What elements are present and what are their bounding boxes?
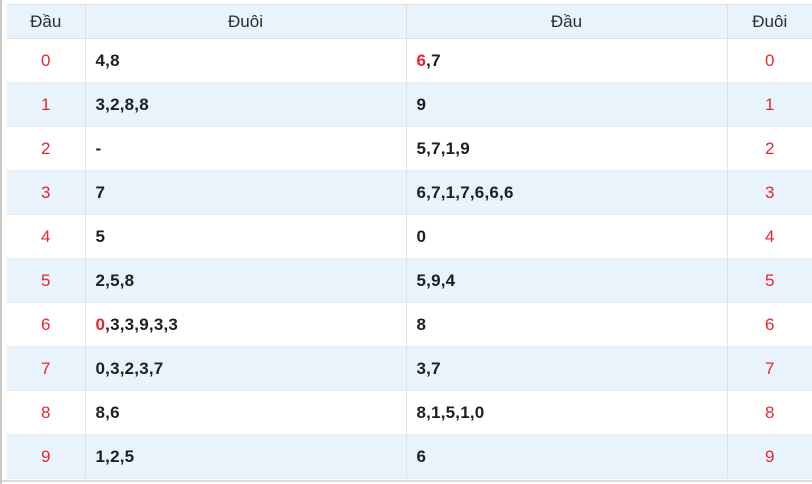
head-digit: 9 — [7, 434, 86, 479]
table-row: 3 7 6,7,1,7,6,6,6 3 — [7, 170, 812, 215]
highlighted-digit: 6 — [416, 50, 427, 70]
page-left-edge — [0, 0, 2, 484]
table-body: 0 4,8 6,7 0 1 3,2,8,8 9 1 2-5,7,1,9 2 3 7 6,7,1,7,6,… — [7, 38, 812, 479]
bottom-divider — [2, 480, 812, 482]
right-head-values: 9 — [406, 82, 728, 127]
tail-digit: 8 — [727, 390, 812, 435]
right-head-values: 6 — [406, 434, 728, 479]
left-tail-values: 0,3,2,3,7 — [85, 346, 407, 391]
value-text: ,7 — [426, 50, 441, 70]
left-tail-values: 3,2,8,8 — [85, 82, 407, 127]
table-row: 1 3,2,8,8 9 1 — [7, 82, 812, 127]
head-digit: 6 — [7, 302, 86, 347]
left-tail-values: 4,8 — [85, 38, 407, 83]
value-text: 5,7,1,9 — [416, 138, 470, 158]
tail-digit: 4 — [727, 214, 812, 259]
header-tail-left: Đuôi — [85, 4, 407, 39]
right-head-values: 8,1,5,1,0 — [406, 390, 728, 435]
value-text: 6,7,1,7,6,6,6 — [416, 182, 514, 202]
value-text: 8,1,5,1,0 — [416, 402, 485, 422]
left-tail-values: 8,6 — [85, 390, 407, 435]
head-digit: 2 — [7, 126, 86, 171]
left-tail-values: - — [85, 126, 407, 171]
left-tail-values: 2,5,8 — [85, 258, 407, 303]
header-tail-right: Đuôi — [727, 4, 812, 39]
value-text: 0,3,2,3,7 — [95, 358, 164, 378]
value-text: 6 — [416, 446, 427, 466]
left-tail-values: 0,3,3,9,3,3 — [85, 302, 407, 347]
value-text: 4,8 — [95, 50, 120, 70]
value-text: 1,2,5 — [95, 446, 135, 466]
tail-digit: 5 — [727, 258, 812, 303]
value-text: 3,2,8,8 — [95, 94, 149, 114]
head-digit: 1 — [7, 82, 86, 127]
value-text: 8,6 — [95, 402, 120, 422]
value-text: - — [95, 138, 102, 158]
tail-digit: 3 — [727, 170, 812, 215]
right-head-values: 6,7,1,7,6,6,6 — [406, 170, 728, 215]
head-digit: 8 — [7, 390, 86, 435]
header-row: Đầu Đuôi Đầu Đuôi — [7, 4, 812, 39]
value-text: 0 — [416, 226, 427, 246]
table-row: 9 1,2,5 6 9 — [7, 434, 812, 479]
tail-digit: 1 — [727, 82, 812, 127]
table-row: 2-5,7,1,9 2 — [7, 126, 812, 171]
table-row: 5 2,5,8 5,9,4 5 — [7, 258, 812, 303]
tail-digit: 7 — [727, 346, 812, 391]
head-digit: 3 — [7, 170, 86, 215]
right-head-values: 5,9,4 — [406, 258, 728, 303]
table-row: 8 8,6 8,1,5,1,0 8 — [7, 390, 812, 435]
right-head-values: 0 — [406, 214, 728, 259]
value-text: 3,7 — [416, 358, 441, 378]
tail-digit: 6 — [727, 302, 812, 347]
left-tail-values: 1,2,5 — [85, 434, 407, 479]
highlighted-digit: 0 — [95, 314, 106, 334]
head-digit: 4 — [7, 214, 86, 259]
value-text: 5,9,4 — [416, 270, 456, 290]
value-text: 7 — [95, 182, 106, 202]
value-text: ,3,3,9,3,3 — [105, 314, 179, 334]
table-row: 6 0,3,3,9,3,3 8 6 — [7, 302, 812, 347]
value-text: 8 — [416, 314, 427, 334]
tail-digit: 2 — [727, 126, 812, 171]
head-digit: 7 — [7, 346, 86, 391]
header-head-right: Đầu — [406, 4, 728, 39]
right-head-values: 6,7 — [406, 38, 728, 83]
header-head-left: Đầu — [7, 4, 86, 39]
value-text: 5 — [95, 226, 106, 246]
table-row: 7 0,3,2,3,7 3,7 7 — [7, 346, 812, 391]
right-head-values: 8 — [406, 302, 728, 347]
right-head-values: 5,7,1,9 — [406, 126, 728, 171]
tail-digit: 9 — [727, 434, 812, 479]
left-tail-values: 7 — [85, 170, 407, 215]
head-digit: 0 — [7, 38, 86, 83]
tail-digit: 0 — [727, 38, 812, 83]
left-tail-values: 5 — [85, 214, 407, 259]
value-text: 9 — [416, 94, 427, 114]
table-row: 0 4,8 6,7 0 — [7, 38, 812, 83]
head-digit: 5 — [7, 258, 86, 303]
head-tail-stats-table: Đầu Đuôi Đầu Đuôi 0 4,8 6,7 0 1 3,2,8,8 9 1 2-5,… — [7, 4, 812, 479]
value-text: 2,5,8 — [95, 270, 135, 290]
right-head-values: 3,7 — [406, 346, 728, 391]
table-header: Đầu Đuôi Đầu Đuôi — [7, 4, 812, 39]
